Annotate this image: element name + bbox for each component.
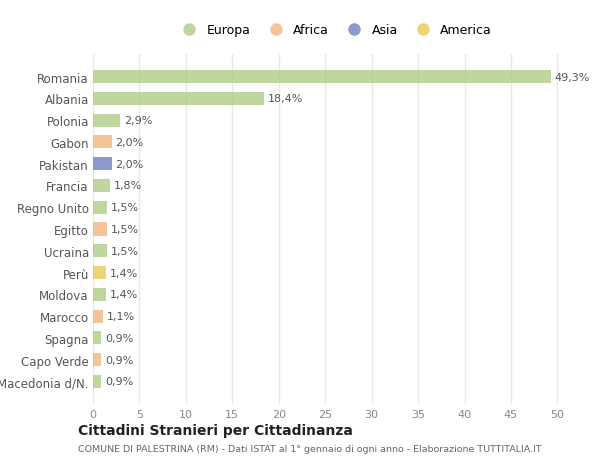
Bar	[93, 136, 112, 149]
Text: 1,4%: 1,4%	[110, 290, 138, 300]
Bar	[93, 158, 112, 171]
Bar	[93, 310, 103, 323]
Bar	[93, 201, 107, 214]
Bar	[93, 353, 101, 366]
Text: 0,9%: 0,9%	[105, 333, 133, 343]
Bar	[93, 179, 110, 193]
Text: 2,9%: 2,9%	[124, 116, 152, 126]
Text: COMUNE DI PALESTRINA (RM) - Dati ISTAT al 1° gennaio di ogni anno - Elaborazione: COMUNE DI PALESTRINA (RM) - Dati ISTAT a…	[78, 444, 542, 453]
Bar	[93, 223, 107, 236]
Text: 1,8%: 1,8%	[113, 181, 142, 191]
Bar	[93, 331, 101, 345]
Bar	[93, 245, 107, 258]
Text: 1,5%: 1,5%	[110, 203, 139, 213]
Bar	[93, 71, 551, 84]
Text: Cittadini Stranieri per Cittadinanza: Cittadini Stranieri per Cittadinanza	[78, 423, 353, 437]
Text: 1,5%: 1,5%	[110, 246, 139, 256]
Bar	[93, 375, 101, 388]
Legend: Europa, Africa, Asia, America: Europa, Africa, Asia, America	[172, 19, 497, 42]
Bar	[93, 114, 120, 128]
Text: 49,3%: 49,3%	[554, 73, 590, 83]
Text: 1,4%: 1,4%	[110, 268, 138, 278]
Text: 1,1%: 1,1%	[107, 311, 135, 321]
Bar	[93, 288, 106, 301]
Text: 0,9%: 0,9%	[105, 376, 133, 386]
Bar	[93, 266, 106, 280]
Text: 18,4%: 18,4%	[268, 94, 303, 104]
Text: 0,9%: 0,9%	[105, 355, 133, 365]
Bar	[93, 93, 264, 106]
Text: 2,0%: 2,0%	[115, 159, 143, 169]
Text: 1,5%: 1,5%	[110, 224, 139, 235]
Text: 2,0%: 2,0%	[115, 138, 143, 148]
